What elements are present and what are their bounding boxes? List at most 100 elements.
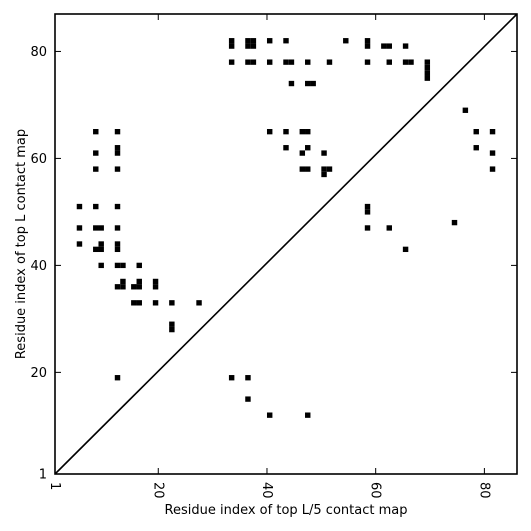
contact-marker [98,246,104,253]
plot-frame [54,13,518,475]
contact-marker [451,219,458,226]
contact-marker [98,262,104,269]
contact-marker [266,59,273,65]
contact-marker [299,166,306,172]
contact-marker [120,262,126,269]
x-tick-label: 80 [476,482,491,499]
contact-marker [93,246,99,253]
contact-marker [402,59,409,65]
contact-marker [245,59,251,65]
contact-marker [326,166,333,172]
contact-marker [305,80,311,87]
contact-marker [364,43,371,49]
x-tick-label: 40 [259,482,274,499]
contact-marker [310,80,316,87]
contact-markers [76,38,496,418]
contact-marker [283,59,289,65]
contact-marker [364,225,371,231]
contact-marker [473,145,479,151]
contact-marker [131,284,137,290]
contact-marker [321,171,327,178]
contact-marker [305,412,311,418]
contact-marker [408,59,414,65]
contact-marker [462,107,469,113]
contact-marker [326,59,333,65]
contact-marker [136,278,142,285]
x-tick-label: 60 [368,482,383,499]
y-tick-label: 20 [30,366,47,381]
contact-marker [169,326,175,333]
contact-marker [120,278,126,285]
contact-marker [114,129,121,135]
contact-marker [245,375,251,381]
diagonal-line [54,13,518,475]
contact-marker [288,80,295,87]
contact-marker [114,284,121,290]
contact-marker [152,284,159,290]
contact-marker [305,59,311,65]
contact-marker [114,203,121,210]
contact-marker [386,59,392,65]
contact-marker [114,166,121,172]
contact-marker [424,64,431,71]
contact-marker [321,150,327,156]
contact-marker [228,59,235,65]
contact-marker [424,59,431,65]
contact-marker [299,150,306,156]
contact-marker [288,59,295,65]
contact-marker [305,166,311,172]
contact-marker [114,241,121,247]
contact-marker [114,375,121,381]
y-tick-label: 40 [30,259,47,274]
contact-marker [402,43,409,49]
contact-marker [131,300,137,306]
contact-marker [424,70,431,76]
contact-marker [98,241,104,247]
contact-marker [364,209,371,215]
contact-marker [364,59,371,65]
contact-marker [114,225,121,231]
contact-marker [93,225,99,231]
contact-marker [489,150,496,156]
contact-marker [169,321,175,327]
contact-marker [266,129,273,135]
contact-marker [381,43,387,49]
contact-marker [228,43,235,49]
contact-marker [299,129,306,135]
contact-marker [266,412,273,418]
y-tick-label: 1 [39,468,47,483]
contact-marker [283,38,289,44]
contact-marker [169,300,175,306]
contact-marker [386,43,392,49]
contact-marker [196,300,202,306]
contact-marker [424,75,431,81]
contact-marker [364,203,371,210]
y-tick-label: 60 [30,152,47,167]
contact-marker [114,246,121,253]
contact-marker [93,129,99,135]
contact-marker [305,129,311,135]
contact-marker [228,375,235,381]
y-axis-label: Residue index of top L contact map [14,129,29,359]
contact-marker [250,59,257,65]
contact-marker [76,241,83,247]
contact-marker [283,129,289,135]
contact-marker [98,225,104,231]
contact-marker [93,166,99,172]
contact-marker [114,145,121,151]
contact-marker [136,284,142,290]
contact-marker [489,166,496,172]
contact-marker [305,145,311,151]
contact-marker [114,262,121,269]
contact-marker [152,300,159,306]
contact-marker [245,38,251,44]
x-tick-label: 20 [150,482,165,499]
x-axis-label: Residue index of top L/5 contact map [165,503,408,518]
contact-marker [473,129,479,135]
contact-marker [321,166,327,172]
contact-marker [136,300,142,306]
x-tick-label: 1 [47,482,62,490]
contact-marker [364,38,371,44]
contact-marker [283,145,289,151]
